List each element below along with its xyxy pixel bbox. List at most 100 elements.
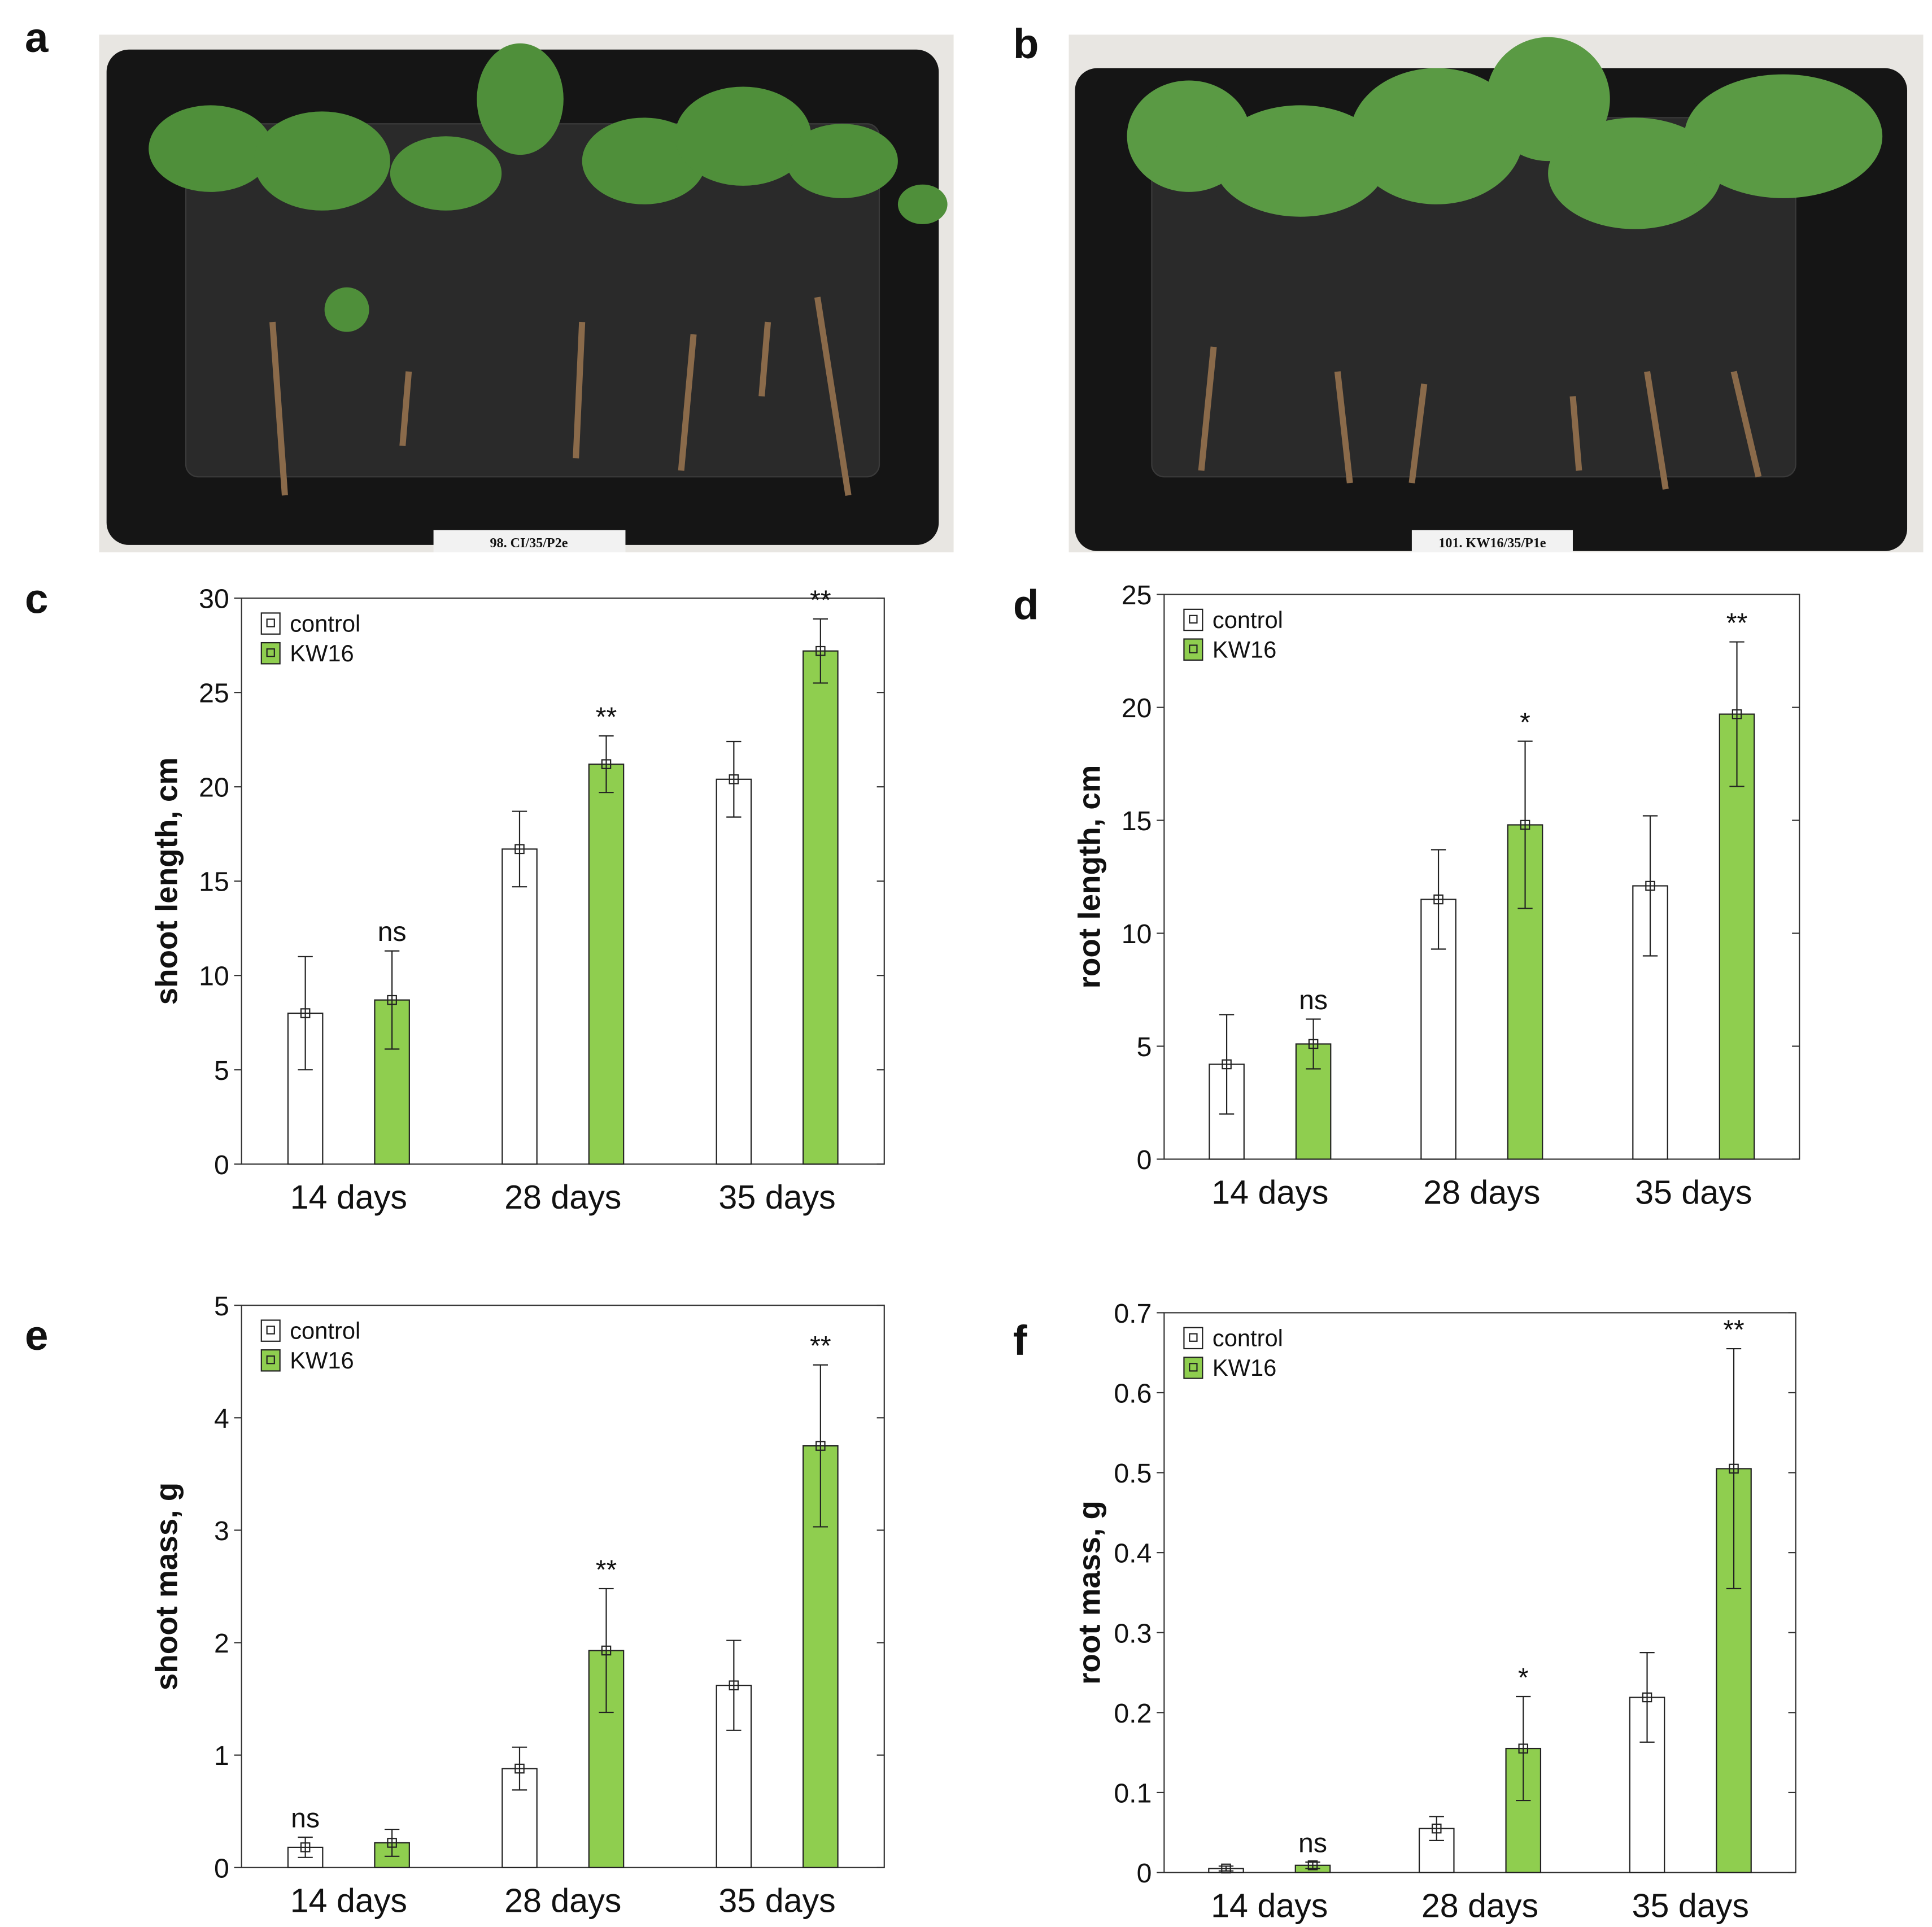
legend-swatch	[260, 612, 281, 635]
significance-label: ns	[1299, 985, 1328, 1015]
y-tick-label: 5	[1137, 1032, 1152, 1062]
bar	[1719, 713, 1755, 1160]
y-tick-label: 25	[1122, 580, 1152, 611]
y-tick-label: 4	[214, 1403, 229, 1434]
y-tick-label: 0.4	[1114, 1538, 1152, 1569]
significance-label: ns	[291, 1803, 320, 1833]
legend-swatch-marker	[1189, 1363, 1198, 1372]
x-tick-label: 28 days	[504, 1882, 621, 1920]
y-tick-label: 0.3	[1114, 1618, 1152, 1649]
y-tick-label: 30	[199, 584, 229, 614]
y-tick-label: 0	[214, 1150, 229, 1180]
y-axis-label: root mass, g	[1071, 1501, 1106, 1685]
legend-swatch	[260, 1349, 281, 1372]
legend-swatch-marker	[1189, 644, 1198, 653]
y-tick-label: 0.5	[1114, 1458, 1152, 1489]
mean-marker	[1732, 709, 1742, 720]
legend-swatch	[1183, 1327, 1203, 1350]
y-tick-label: 2	[214, 1628, 229, 1659]
mean-marker	[1308, 1039, 1319, 1049]
y-tick-label: 10	[1122, 919, 1152, 949]
y-tick-label: 10	[199, 961, 229, 992]
mean-marker	[815, 1441, 826, 1451]
x-tick-label: 14 days	[290, 1178, 407, 1216]
significance-label: **	[596, 701, 617, 732]
mean-marker	[1433, 894, 1443, 905]
y-tick-label: 0.2	[1114, 1698, 1152, 1729]
x-tick-label: 35 days	[1635, 1173, 1752, 1211]
mean-marker	[601, 759, 612, 769]
legend-swatch	[1183, 1357, 1203, 1379]
legend-swatch	[260, 1319, 281, 1342]
y-axis-label: shoot length, cm	[149, 757, 184, 1005]
y-tick-label: 0	[214, 1853, 229, 1884]
panel-label: c	[25, 575, 48, 622]
significance-label: ns	[378, 917, 407, 947]
legend-label: KW16	[1213, 1354, 1276, 1381]
legend-swatch-marker	[266, 1326, 275, 1335]
y-tick-label: 0	[1137, 1858, 1152, 1889]
plot-frame	[1163, 1312, 1796, 1873]
legend-swatch-marker	[1189, 1333, 1198, 1342]
legend-swatch	[1183, 608, 1203, 631]
panel-label: b	[1013, 20, 1039, 67]
significance-label: *	[1518, 1662, 1529, 1693]
significance-label: **	[1723, 1315, 1745, 1345]
mean-marker	[1729, 1463, 1739, 1474]
bar	[716, 778, 752, 1165]
legend-label: control	[1213, 607, 1283, 633]
x-tick-label: 14 days	[1211, 1886, 1328, 1924]
legend-label: control	[290, 1317, 360, 1344]
x-tick-label: 28 days	[1423, 1173, 1540, 1211]
mean-marker	[1221, 1863, 1231, 1874]
mean-marker	[729, 1680, 739, 1690]
mean-marker	[1520, 819, 1530, 830]
y-tick-label: 0.6	[1114, 1379, 1152, 1409]
x-tick-label: 35 days	[1632, 1886, 1749, 1924]
legend-swatch	[260, 642, 281, 665]
x-tick-label: 14 days	[290, 1882, 407, 1920]
mean-marker	[1431, 1823, 1442, 1834]
legend-swatch	[1183, 638, 1203, 661]
panel-label: e	[25, 1312, 48, 1359]
x-tick-label: 28 days	[1421, 1886, 1538, 1924]
bar	[588, 763, 625, 1165]
legend-label: control	[1213, 1325, 1283, 1351]
photo-tag: 101. KW16/35/P1e	[1438, 536, 1546, 551]
bar	[803, 650, 839, 1165]
plot-frame	[241, 598, 885, 1165]
y-tick-label: 0	[1137, 1145, 1152, 1175]
plot-frame	[241, 1305, 885, 1868]
y-tick-label: 15	[1122, 806, 1152, 836]
mean-marker	[300, 1842, 311, 1852]
y-axis-label: root length, cm	[1071, 765, 1106, 989]
photo-tag: 98. CI/35/P2e	[490, 536, 568, 551]
mean-marker	[514, 844, 525, 854]
y-tick-label: 15	[199, 867, 229, 897]
significance-label: *	[1520, 707, 1530, 738]
x-tick-label: 35 days	[718, 1882, 835, 1920]
panel-label: d	[1013, 581, 1039, 628]
mean-marker	[300, 1008, 311, 1018]
y-tick-label: 5	[214, 1056, 229, 1086]
significance-label: **	[810, 1331, 831, 1361]
bar	[501, 848, 538, 1165]
mean-marker	[729, 774, 739, 784]
y-tick-label: 20	[1122, 693, 1152, 723]
plot-frame	[1163, 594, 1800, 1160]
x-tick-label: 28 days	[504, 1178, 621, 1216]
legend-swatch-marker	[1189, 614, 1198, 624]
y-tick-label: 3	[214, 1516, 229, 1546]
y-tick-label: 1	[214, 1741, 229, 1771]
panel-label: a	[25, 14, 49, 61]
legend-swatch-marker	[266, 648, 275, 657]
mean-marker	[601, 1645, 612, 1656]
legend-label: KW16	[290, 1347, 354, 1374]
mean-marker	[1222, 1059, 1232, 1070]
y-tick-label: 5	[214, 1291, 229, 1322]
x-tick-label: 35 days	[718, 1178, 835, 1216]
legend-swatch-marker	[266, 618, 275, 627]
significance-label: **	[810, 585, 831, 615]
panel-label: f	[1013, 1317, 1027, 1364]
mean-marker	[1307, 1860, 1318, 1871]
